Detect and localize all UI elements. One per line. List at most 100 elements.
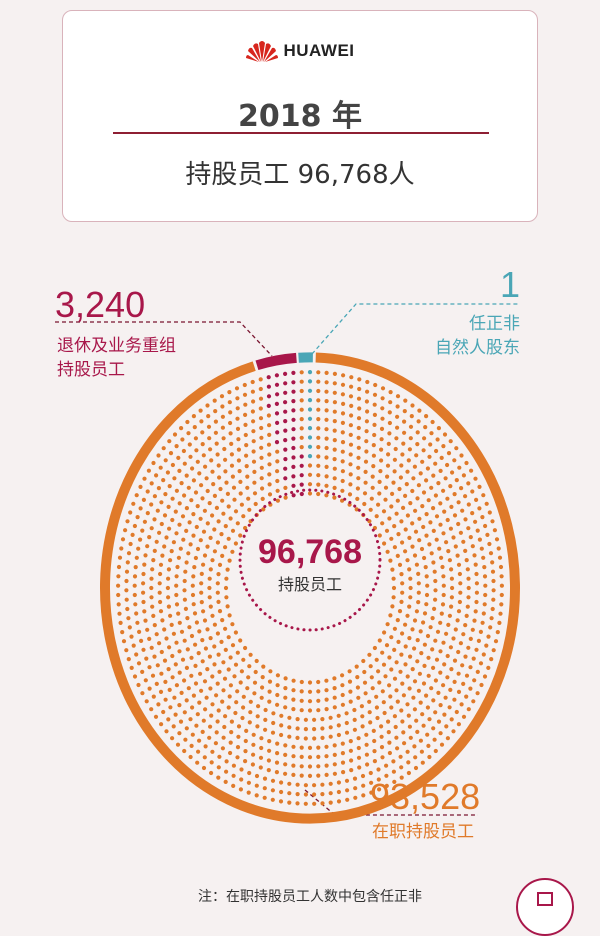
dot-active — [143, 520, 147, 524]
dot-active — [304, 783, 308, 787]
dot-active — [352, 708, 356, 712]
dot-active — [221, 660, 225, 664]
dot-active — [300, 417, 304, 421]
grid-button[interactable] — [516, 878, 574, 936]
dot-active — [223, 677, 227, 681]
dot-active — [356, 456, 360, 460]
dot-active — [431, 420, 435, 424]
dot-active — [466, 526, 470, 530]
dot-active — [267, 472, 271, 476]
dot-active — [287, 735, 291, 739]
dot-active — [381, 689, 385, 693]
dot-active — [492, 588, 496, 592]
dot-active — [312, 783, 316, 787]
dot-active — [422, 664, 426, 668]
dot-active — [246, 497, 250, 501]
dot-active — [466, 595, 470, 599]
dot-active — [234, 541, 238, 545]
dot-active — [396, 404, 400, 408]
dot-active — [461, 540, 465, 544]
dot-active — [389, 667, 393, 671]
dot-active — [431, 560, 435, 564]
dot-active — [395, 415, 399, 419]
dot-active — [198, 672, 202, 676]
dot-active — [246, 675, 250, 679]
dot-active — [329, 791, 333, 795]
dot-retired — [291, 446, 295, 450]
dot-active — [180, 630, 184, 634]
dot-active — [227, 635, 231, 639]
dot-active — [467, 502, 471, 506]
dot-active — [401, 730, 405, 734]
dot-active — [259, 387, 263, 391]
dot-active — [177, 469, 181, 473]
dot-active — [185, 560, 189, 564]
dot-active — [367, 700, 371, 704]
dot-active — [486, 666, 490, 670]
dot-active — [166, 717, 170, 721]
dot-active — [387, 431, 391, 435]
dot-active — [341, 440, 345, 444]
dot-active — [408, 686, 412, 690]
dot-active — [410, 545, 414, 549]
dot-active — [203, 707, 207, 711]
dot-active — [490, 519, 494, 523]
dot-active — [395, 512, 399, 516]
dot-active — [304, 802, 308, 806]
dot-active — [271, 798, 275, 802]
dot-active — [393, 627, 397, 631]
dot-active — [445, 497, 449, 501]
dot-active — [333, 429, 337, 433]
dot-active — [428, 520, 432, 524]
dot-active — [333, 448, 337, 452]
dot-active — [345, 731, 349, 735]
dot-active — [163, 492, 167, 496]
dot-active — [206, 414, 210, 418]
dot-active — [195, 525, 199, 529]
dot-active — [181, 514, 185, 518]
dot-active — [225, 759, 229, 763]
dot-active — [490, 560, 494, 564]
dot-retired — [300, 483, 304, 487]
dot-active — [411, 667, 415, 671]
dot-active — [255, 659, 259, 663]
dot-active — [232, 774, 236, 778]
dot-active — [133, 674, 137, 678]
dot-active — [442, 593, 446, 597]
dot-active — [295, 736, 299, 740]
dot-active — [203, 509, 207, 513]
dot-active — [189, 498, 193, 502]
dot-active — [373, 413, 377, 417]
dot-active — [284, 676, 288, 680]
dot-active — [443, 432, 447, 436]
dot-active — [141, 600, 145, 604]
dot-active — [394, 688, 398, 692]
dot-active — [389, 537, 393, 541]
dot-active — [380, 745, 384, 749]
dot-active — [414, 719, 418, 723]
dot-active — [431, 506, 435, 510]
dot-active — [162, 544, 166, 548]
dot-active — [316, 708, 320, 712]
dot-active — [372, 729, 376, 733]
dot-active — [428, 442, 432, 446]
dot-active — [341, 751, 345, 755]
dot-active — [439, 703, 443, 707]
dot-active — [426, 634, 430, 638]
dot-active — [468, 665, 472, 669]
dot-active — [296, 783, 300, 787]
dot-active — [415, 730, 419, 734]
dot-active — [365, 399, 369, 403]
dot-active — [417, 409, 421, 413]
dot-active — [329, 725, 333, 729]
dot-retired — [267, 385, 271, 389]
dot-active — [172, 476, 176, 480]
dot-active — [143, 619, 147, 623]
dot-active — [388, 421, 392, 425]
dot-active — [316, 473, 320, 477]
dot-active — [417, 538, 421, 542]
dot-active — [337, 799, 341, 803]
dot-active — [425, 584, 429, 588]
dot-active — [357, 436, 361, 440]
dot-active — [479, 630, 483, 634]
